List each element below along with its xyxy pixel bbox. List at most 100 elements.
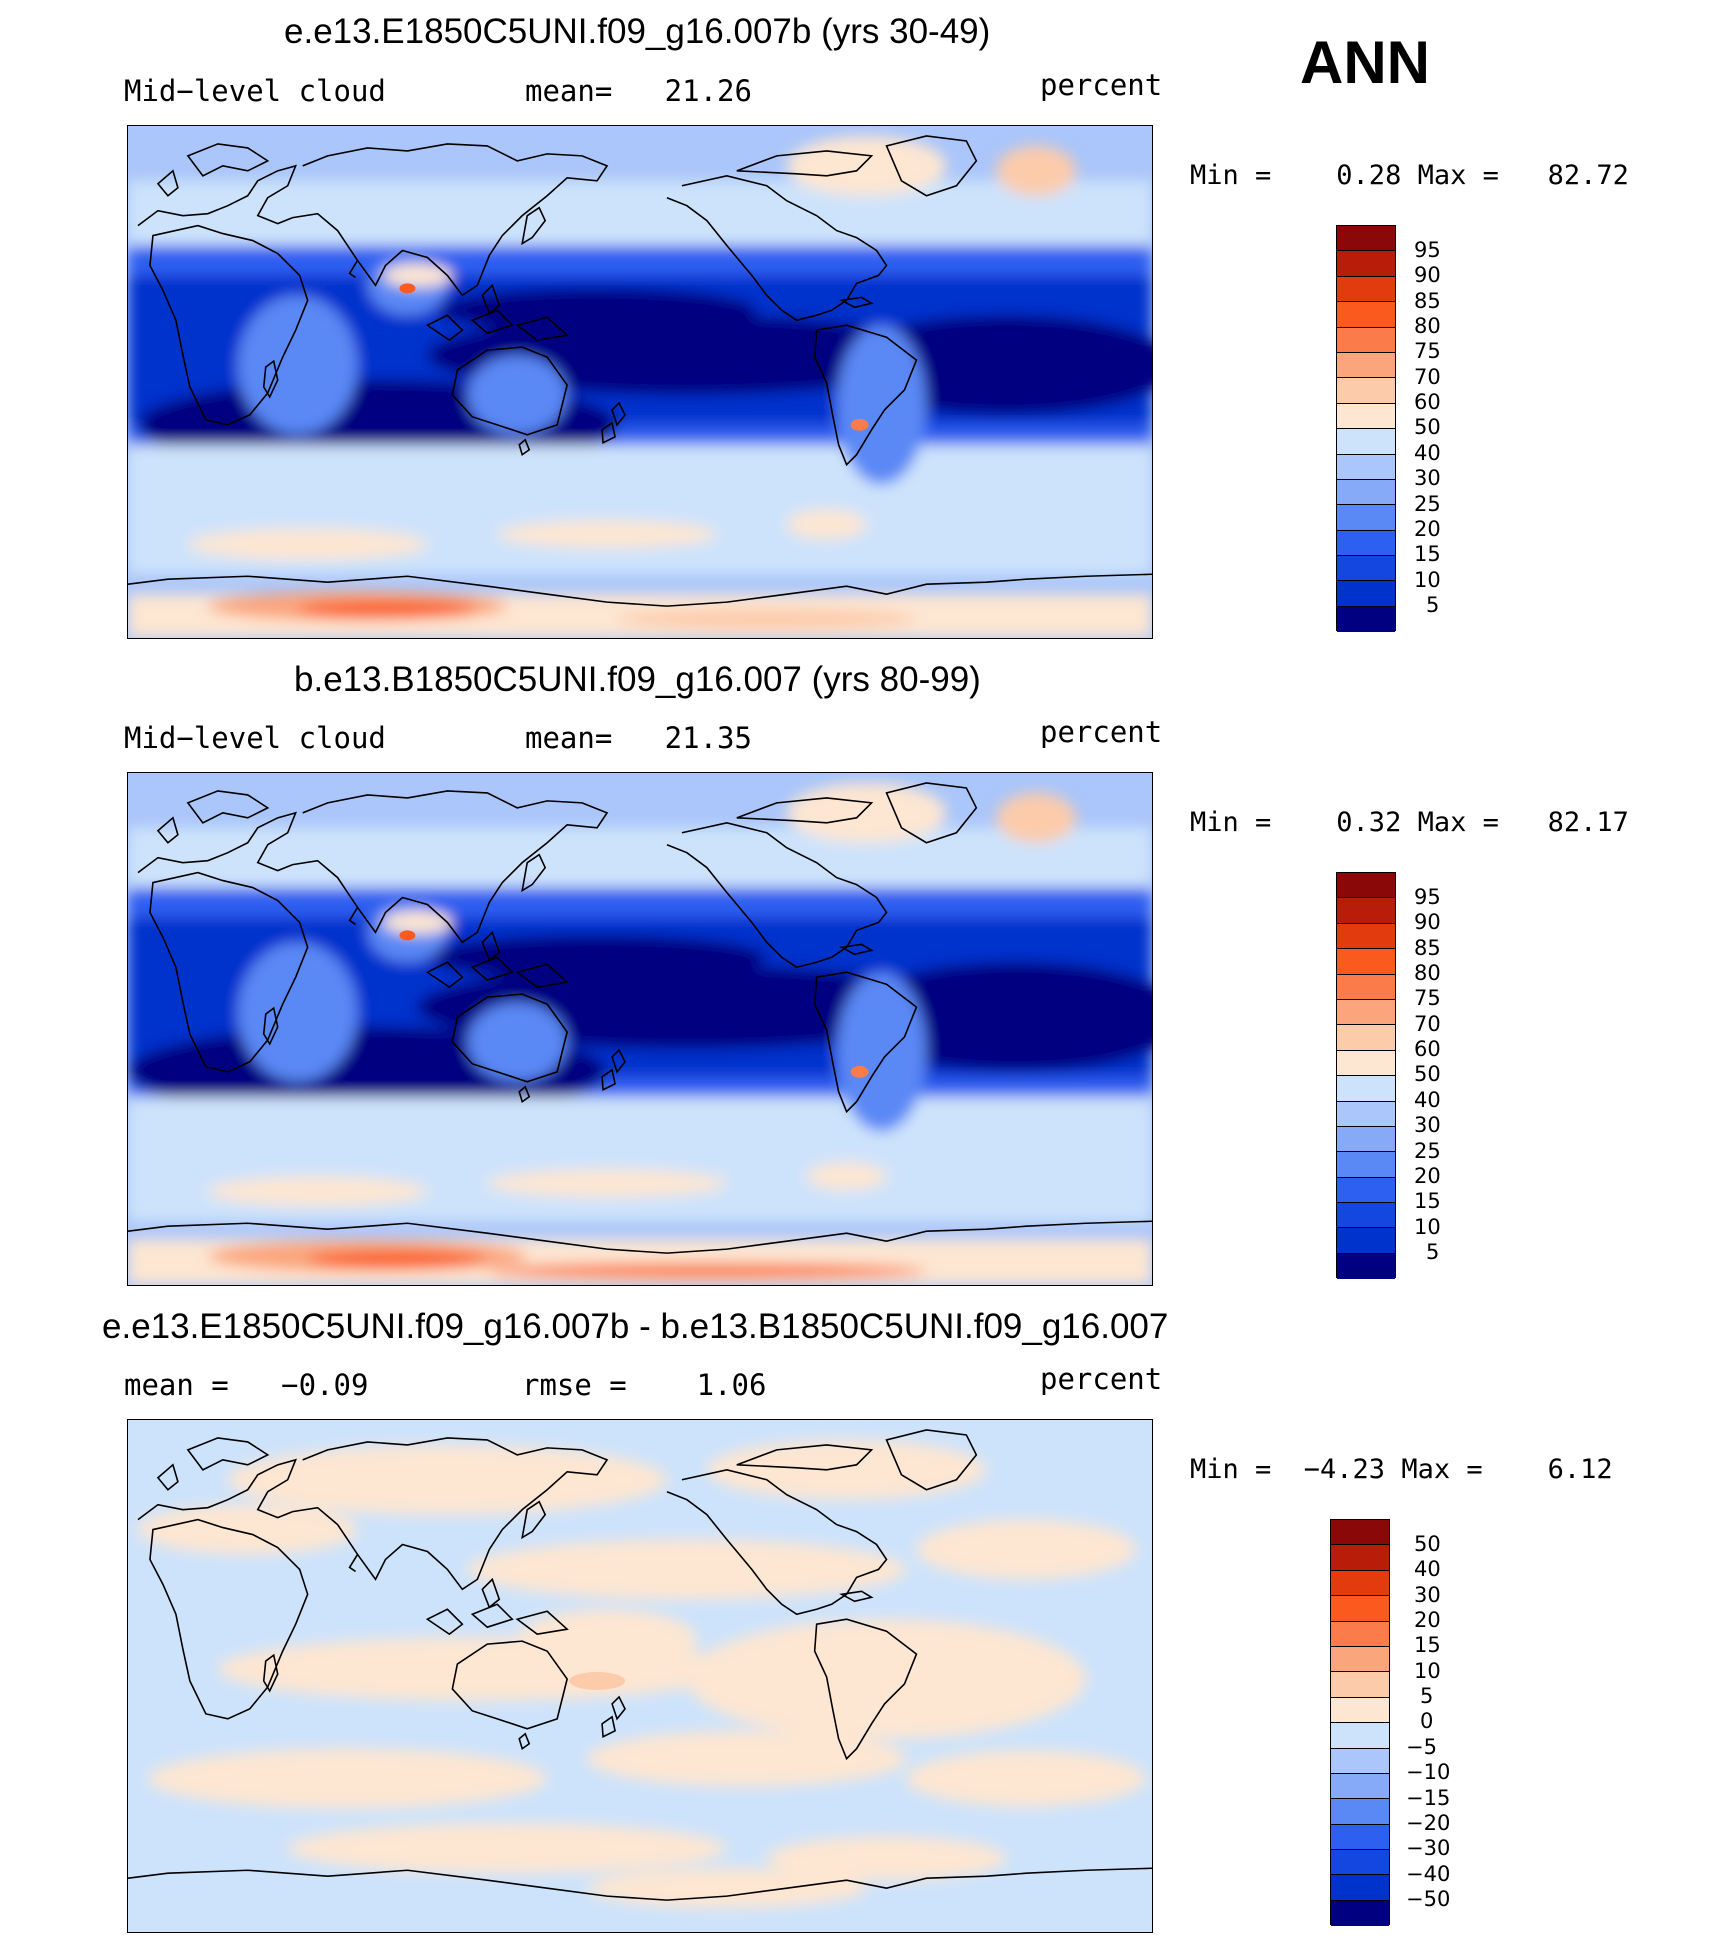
colorbar-tick-label: 10 <box>1414 1215 1441 1239</box>
panel2-colorbar <box>1336 872 1396 1280</box>
panel3-colorbar-swatch <box>1331 1646 1389 1673</box>
panel1-colorbar-swatch <box>1337 352 1395 379</box>
panel2-mean: mean= 21.35 <box>525 721 752 755</box>
panel1-colorbar-swatch <box>1337 505 1395 531</box>
colorbar-tick-label: −10 <box>1406 1760 1451 1784</box>
panel3-colorbar-swatch <box>1331 1824 1389 1851</box>
panel1-variable: Mid−level cloud <box>124 74 386 108</box>
panel3-colorbar <box>1330 1519 1390 1927</box>
colorbar-tick-label: 5 <box>1426 1240 1440 1264</box>
colorbar-tick-label: 75 <box>1414 339 1441 363</box>
panel3-colorbar-swatch <box>1331 1799 1389 1825</box>
colorbar-tick-label: −40 <box>1406 1862 1451 1886</box>
colorbar-tick-label: 40 <box>1414 441 1441 465</box>
panel3-colorbar-swatch <box>1331 1697 1389 1724</box>
colorbar-tick-label: 40 <box>1414 1557 1441 1581</box>
panel3-rmse: rmse = 1.06 <box>522 1368 767 1402</box>
panel2-colorbar-swatch <box>1337 1228 1395 1254</box>
panel1-mean: mean= 21.26 <box>525 74 752 108</box>
colorbar-tick-label: 5 <box>1420 1684 1434 1708</box>
panel2-colorbar-swatch <box>1337 1152 1395 1178</box>
panel2-colorbar-swatch <box>1337 1076 1395 1102</box>
panel2-colorbar-swatch <box>1337 1253 1395 1280</box>
panel2-colorbar-swatch <box>1337 898 1395 924</box>
panel2-colorbar-swatch <box>1337 999 1395 1026</box>
colorbar-tick-label: 5 <box>1426 593 1440 617</box>
colorbar-tick-label: 95 <box>1414 885 1441 909</box>
panel2-colorbar-swatch <box>1337 923 1395 950</box>
panel1-colorbar-swatch <box>1337 429 1395 455</box>
colorbar-tick-label: 85 <box>1414 289 1441 313</box>
colorbar-tick-label: 15 <box>1414 542 1441 566</box>
colorbar-tick-label: 20 <box>1414 517 1441 541</box>
panel3-colorbar-swatch <box>1331 1545 1389 1571</box>
panel3-colorbar-swatch <box>1331 1672 1389 1698</box>
panel2-colorbar-swatch <box>1337 1025 1395 1051</box>
panel3-colorbar-swatch <box>1331 1570 1389 1597</box>
panel3-colorbar-swatch <box>1331 1773 1389 1800</box>
colorbar-tick-label: 60 <box>1414 390 1441 414</box>
colorbar-tick-label: −15 <box>1406 1786 1451 1810</box>
colorbar-tick-label: −5 <box>1406 1735 1437 1759</box>
panel2-minmax: Min = 0.32 Max = 82.17 <box>1190 807 1629 838</box>
panel1-colorbar <box>1336 225 1396 633</box>
panel2-map <box>127 772 1153 1286</box>
panel2-colorbar-swatch <box>1337 949 1395 975</box>
colorbar-tick-label: 80 <box>1414 314 1441 338</box>
colorbar-tick-label: 50 <box>1414 1532 1441 1556</box>
panel2-colorbar-swatch <box>1337 1203 1395 1229</box>
panel2-colorbar-swatch <box>1337 1101 1395 1127</box>
colorbar-tick-label: 10 <box>1414 568 1441 592</box>
panel1-colorbar-swatch <box>1337 556 1395 582</box>
colorbar-tick-label: 90 <box>1414 263 1441 287</box>
colorbar-tick-label: 25 <box>1414 1139 1441 1163</box>
panel3-colorbar-swatch <box>1331 1621 1389 1647</box>
colorbar-tick-label: 20 <box>1414 1164 1441 1188</box>
panel3-title: e.e13.E1850C5UNI.f09_g16.007b - b.e13.B1… <box>102 1307 1169 1346</box>
panel1-colorbar-swatch <box>1337 327 1395 353</box>
colorbar-tick-label: 25 <box>1414 492 1441 516</box>
panel1-colorbar-swatch <box>1337 378 1395 404</box>
colorbar-tick-label: −30 <box>1406 1836 1451 1860</box>
panel1-colorbar-swatch <box>1337 530 1395 557</box>
panel3-colorbar-swatch <box>1331 1875 1389 1901</box>
colorbar-tick-label: 30 <box>1414 1583 1441 1607</box>
colorbar-tick-label: 40 <box>1414 1088 1441 1112</box>
panel2-title: b.e13.B1850C5UNI.f09_g16.007 (yrs 80-99) <box>294 660 981 699</box>
colorbar-tick-label: 0 <box>1420 1709 1434 1733</box>
panel2-colorbar-swatch <box>1337 974 1395 1000</box>
colorbar-tick-label: 60 <box>1414 1037 1441 1061</box>
panel3-colorbar-swatch <box>1331 1748 1389 1774</box>
panel1-colorbar-swatch <box>1337 276 1395 303</box>
colorbar-tick-label: 90 <box>1414 910 1441 934</box>
panel1-map <box>127 125 1153 639</box>
panel2-variable: Mid−level cloud <box>124 721 386 755</box>
panel1-colorbar-swatch <box>1337 606 1395 633</box>
colorbar-tick-label: 15 <box>1414 1189 1441 1213</box>
panel3-colorbar-swatch <box>1331 1900 1389 1927</box>
panel1-colorbar-swatch <box>1337 581 1395 607</box>
panel2-colorbar-swatch <box>1337 1126 1395 1153</box>
colorbar-tick-label: 95 <box>1414 238 1441 262</box>
colorbar-tick-label: 70 <box>1414 1012 1441 1036</box>
panel3-colorbar-swatch <box>1331 1596 1389 1622</box>
panel3-colorbar-swatch <box>1331 1520 1389 1546</box>
panel1-colorbar-swatch <box>1337 454 1395 480</box>
panel1-colorbar-swatch <box>1337 403 1395 430</box>
panel3-mean: mean = −0.09 <box>124 1368 369 1402</box>
panel2-units: percent <box>1040 715 1163 749</box>
colorbar-tick-label: 70 <box>1414 365 1441 389</box>
colorbar-tick-label: 75 <box>1414 986 1441 1010</box>
colorbar-tick-label: 30 <box>1414 1113 1441 1137</box>
colorbar-tick-label: 10 <box>1414 1659 1441 1683</box>
panel1-colorbar-swatch <box>1337 302 1395 328</box>
panel1-colorbar-swatch <box>1337 479 1395 506</box>
colorbar-tick-label: 85 <box>1414 936 1441 960</box>
colorbar-tick-label: 30 <box>1414 466 1441 490</box>
panel1-colorbar-swatch <box>1337 251 1395 277</box>
colorbar-tick-label: −50 <box>1406 1887 1451 1911</box>
panel1-minmax: Min = 0.28 Max = 82.72 <box>1190 160 1629 191</box>
panel3-units: percent <box>1040 1362 1163 1396</box>
panel3-colorbar-swatch <box>1331 1850 1389 1876</box>
panel2-colorbar-swatch <box>1337 1050 1395 1077</box>
